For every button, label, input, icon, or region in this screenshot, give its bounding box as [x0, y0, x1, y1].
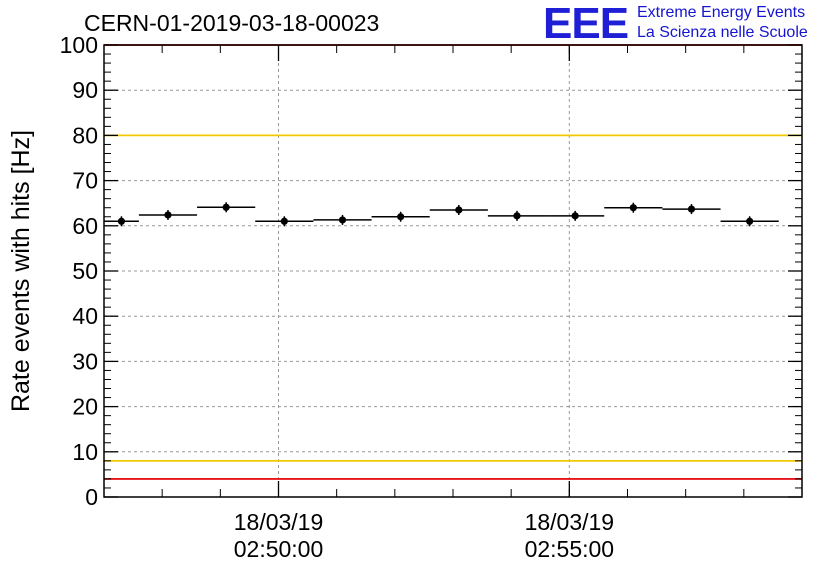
- data-points: [104, 202, 779, 227]
- plot-frame: [103, 44, 803, 498]
- tick-labels: 010203040506070809010018/03/1902:50:0018…: [60, 32, 614, 562]
- y-tick-label: 100: [60, 32, 98, 58]
- grid-lines: [104, 45, 802, 497]
- reference-lines: [104, 44, 802, 480]
- x-tick-label-time: 02:50:00: [234, 536, 324, 562]
- data-point: [629, 204, 637, 212]
- data-point: [571, 212, 579, 220]
- y-tick-label: 40: [72, 303, 98, 329]
- logo-caption-line2: La Scienza nelle Scuole: [637, 24, 808, 41]
- y-tick-label: 70: [72, 168, 98, 194]
- x-tick-label-time: 02:55:00: [525, 536, 615, 562]
- data-point: [280, 217, 288, 225]
- data-point: [164, 211, 172, 219]
- y-axis-title: Rate events with hits [Hz]: [7, 130, 35, 412]
- data-point: [338, 216, 347, 224]
- y-tick-label: 10: [72, 439, 98, 465]
- y-tick-label: 60: [72, 213, 98, 239]
- y-tick-label: 30: [72, 348, 98, 374]
- y-tick-label: 20: [72, 394, 98, 420]
- x-tick-label-date: 18/03/19: [234, 509, 324, 535]
- logo-caption-line1: Extreme Energy Events: [637, 4, 806, 21]
- y-tick-label: 90: [72, 77, 98, 103]
- data-point: [222, 203, 230, 211]
- data-point: [687, 205, 696, 213]
- chart-title: CERN-01-2019-03-18-00023: [84, 10, 380, 36]
- data-point: [397, 213, 405, 221]
- data-point: [455, 206, 463, 214]
- data-point: [513, 212, 521, 220]
- eee-logo: EEE: [543, 0, 629, 48]
- logo-caption: Extreme Energy Events La Scienza nelle S…: [637, 3, 808, 43]
- y-tick-label: 0: [85, 484, 98, 510]
- y-tick-label: 50: [72, 258, 98, 284]
- data-point: [117, 217, 126, 225]
- data-point: [746, 217, 754, 225]
- y-tick-label: 80: [72, 122, 98, 148]
- x-tick-label-date: 18/03/19: [525, 509, 615, 535]
